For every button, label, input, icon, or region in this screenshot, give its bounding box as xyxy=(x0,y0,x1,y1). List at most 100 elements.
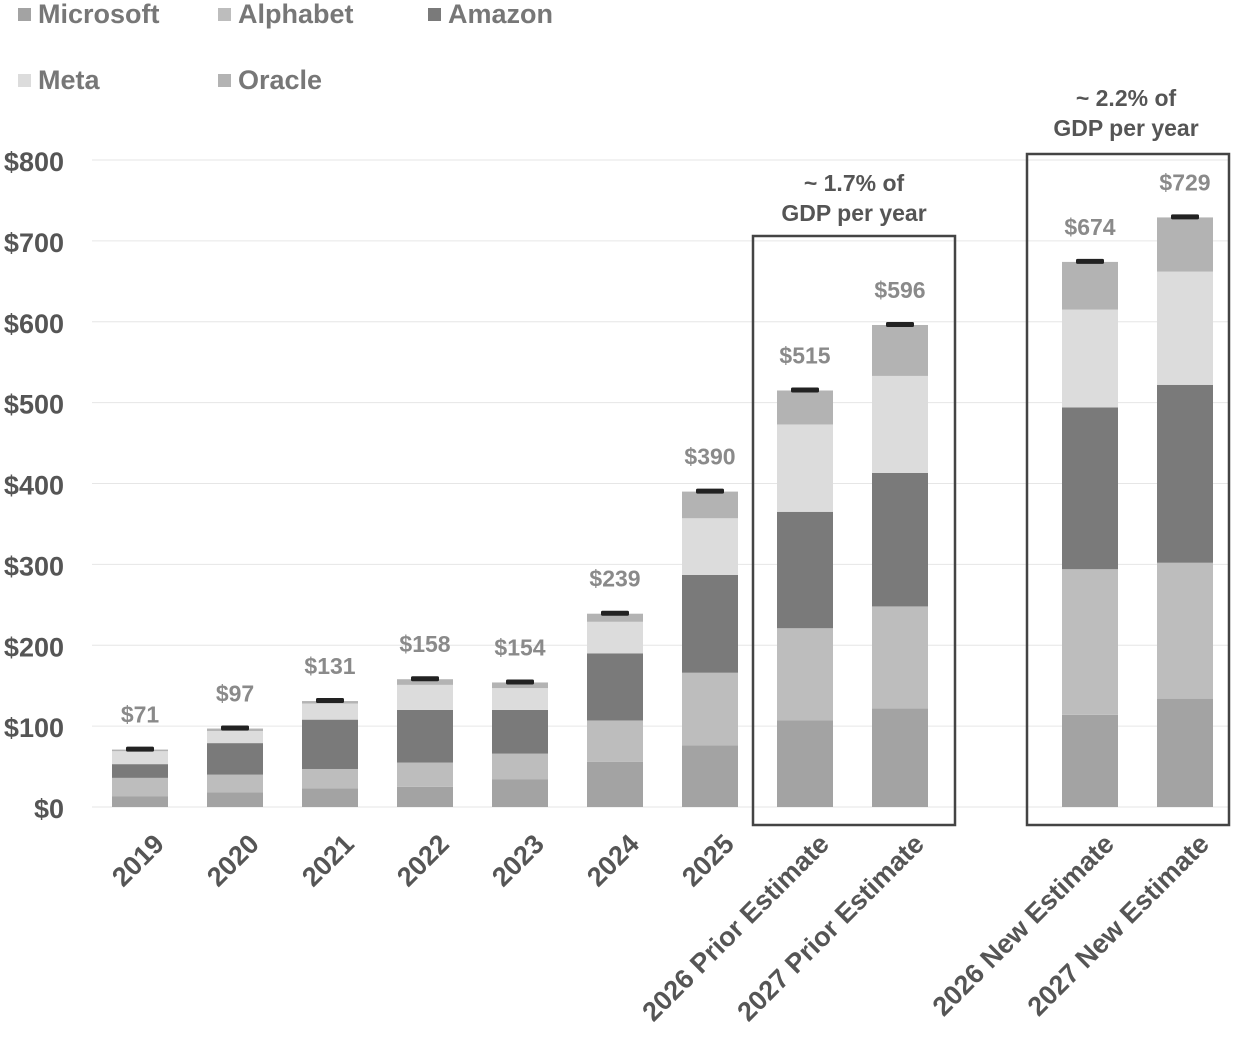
legend-item-alphabet: Alphabet xyxy=(218,0,354,31)
bar-alphabet-2021 xyxy=(302,768,358,789)
bar-oracle-2027-new-estimate xyxy=(1157,217,1213,272)
y-tick-label-500: $500 xyxy=(4,390,64,420)
bar-microsoft-2027-prior-estimate xyxy=(872,708,928,807)
total-label-2025: $390 xyxy=(684,444,735,470)
x-tick-label-2019: 2019 xyxy=(106,829,170,893)
total-marker-2023 xyxy=(506,679,534,685)
bar-amazon-2020 xyxy=(207,743,263,775)
bar-amazon-2022 xyxy=(397,709,453,763)
x-tick-label-2022: 2022 xyxy=(391,829,455,893)
total-labels: $71 $97 $131 $158 $154 $239 $390 $515 $596 $674 $7… xyxy=(121,169,1211,727)
total-label-2027-new-estimate: $729 xyxy=(1159,169,1210,195)
legend-label-meta: Meta xyxy=(38,64,100,95)
total-marker-2021 xyxy=(316,698,344,704)
annotation-text-1-line-1: ~ 1.7% of xyxy=(804,170,905,196)
legend-label-microsoft: Microsoft xyxy=(38,0,160,29)
y-tick-label-0: $0 xyxy=(34,794,64,824)
bar-alphabet-2027-prior-estimate xyxy=(872,606,928,709)
x-tick-label-2023: 2023 xyxy=(486,829,550,893)
bar-oracle-2025 xyxy=(682,491,738,519)
bar-amazon-2021 xyxy=(302,719,358,769)
bar-microsoft-2024 xyxy=(587,761,643,807)
y-tick-label-600: $600 xyxy=(4,309,64,339)
x-tick-label-2027-prior-estimate: 2027 Prior Estimate xyxy=(731,829,929,1027)
x-tick-label-2027-new-estimate: 2027 New Estimate xyxy=(1022,829,1215,1022)
legend-label-amazon: Amazon xyxy=(448,0,554,29)
legend-label-alphabet: Alphabet xyxy=(238,0,354,29)
bar-alphabet-2027-new-estimate xyxy=(1157,562,1213,699)
annotation-box-2 xyxy=(1025,152,1231,827)
bar-alphabet-2025 xyxy=(682,672,738,746)
x-tick-label-2021: 2021 xyxy=(296,829,360,893)
total-marker-2025 xyxy=(696,488,724,494)
total-marker-2024 xyxy=(601,610,629,616)
bar-microsoft-2023 xyxy=(492,779,548,807)
bar-microsoft-2022 xyxy=(397,786,453,807)
legend-swatch-alphabet xyxy=(218,7,231,21)
bar-meta-2026-new-estimate xyxy=(1062,309,1118,408)
bar-microsoft-2026-prior-estimate xyxy=(777,720,833,807)
bar-alphabet-2024 xyxy=(587,720,643,762)
total-marker-2020 xyxy=(221,725,249,731)
total-label-2019: $71 xyxy=(121,702,160,728)
y-tick-label-200: $200 xyxy=(4,632,64,662)
bar-oracle-2026-new-estimate xyxy=(1062,261,1118,310)
x-tick-label-2026-prior-estimate: 2026 Prior Estimate xyxy=(636,829,834,1027)
legend-swatch-meta xyxy=(18,73,31,87)
bar-amazon-2025 xyxy=(682,574,738,673)
total-marker-2019 xyxy=(126,746,154,752)
total-label-2021: $131 xyxy=(304,653,355,679)
bar-alphabet-2026-prior-estimate xyxy=(777,628,833,721)
bar-meta-2025 xyxy=(682,518,738,575)
total-marker-2027-new-estimate xyxy=(1171,214,1199,220)
y-axis-tick-labels: $0 $100 $200 $300 $400 $500 $600 $700 $800 xyxy=(4,147,64,824)
y-tick-label-800: $800 xyxy=(4,147,64,177)
total-markers xyxy=(126,214,1199,752)
x-tick-label-2020: 2020 xyxy=(201,829,265,893)
bar-oracle-2022 xyxy=(397,679,453,685)
total-marker-2026-new-estimate xyxy=(1076,258,1104,264)
total-label-2022: $158 xyxy=(399,631,450,657)
total-label-2027-prior-estimate: $596 xyxy=(874,277,925,303)
bar-amazon-2027-prior-estimate xyxy=(872,472,928,607)
legend-swatch-microsoft xyxy=(18,7,31,21)
bar-amazon-2027-new-estimate xyxy=(1157,384,1213,563)
total-marker-2022 xyxy=(411,676,439,682)
bar-oracle-2027-prior-estimate xyxy=(872,324,928,376)
y-tick-label-400: $400 xyxy=(4,471,64,501)
total-label-2026-new-estimate: $674 xyxy=(1064,214,1115,240)
legend-item-meta: Meta xyxy=(18,63,100,97)
bar-microsoft-2025 xyxy=(682,745,738,807)
bar-meta-2027-new-estimate xyxy=(1157,271,1213,385)
bar-oracle-2024 xyxy=(587,613,643,622)
bar-microsoft-2019 xyxy=(112,796,168,807)
bar-meta-2022 xyxy=(397,684,453,710)
annotation-box-1 xyxy=(751,234,957,827)
y-tick-label-100: $100 xyxy=(4,713,64,743)
annotation-text-2-line-2: GDP per year xyxy=(1053,115,1198,141)
legend-swatch-amazon xyxy=(428,7,441,21)
annotations: ~ 1.7% of GDP per year ~ 2.2% of GDP per ye… xyxy=(751,85,1231,827)
legend-label-oracle: Oracle xyxy=(238,64,323,95)
bar-microsoft-2026-new-estimate xyxy=(1062,714,1118,807)
bar-meta-2026-prior-estimate xyxy=(777,424,833,512)
total-label-2024: $239 xyxy=(589,566,640,592)
bar-meta-2023 xyxy=(492,688,548,710)
bar-oracle-2023 xyxy=(492,682,548,689)
y-tick-label-300: $300 xyxy=(4,551,64,581)
y-tick-label-700: $700 xyxy=(4,228,64,258)
annotation-text-1-line-2: GDP per year xyxy=(781,200,926,226)
bar-amazon-2026-new-estimate xyxy=(1062,407,1118,570)
bar-meta-2027-prior-estimate xyxy=(872,375,928,473)
bar-alphabet-2020 xyxy=(207,774,263,793)
bar-amazon-2019 xyxy=(112,764,168,778)
total-marker-2026-prior-estimate xyxy=(791,387,819,393)
bar-microsoft-2027-new-estimate xyxy=(1157,698,1213,807)
x-tick-label-2026-new-estimate: 2026 New Estimate xyxy=(927,829,1120,1022)
legend-item-microsoft: Microsoft xyxy=(18,0,160,31)
bar-amazon-2024 xyxy=(587,653,643,721)
gridlines xyxy=(92,159,1228,808)
bar-amazon-2023 xyxy=(492,709,548,754)
